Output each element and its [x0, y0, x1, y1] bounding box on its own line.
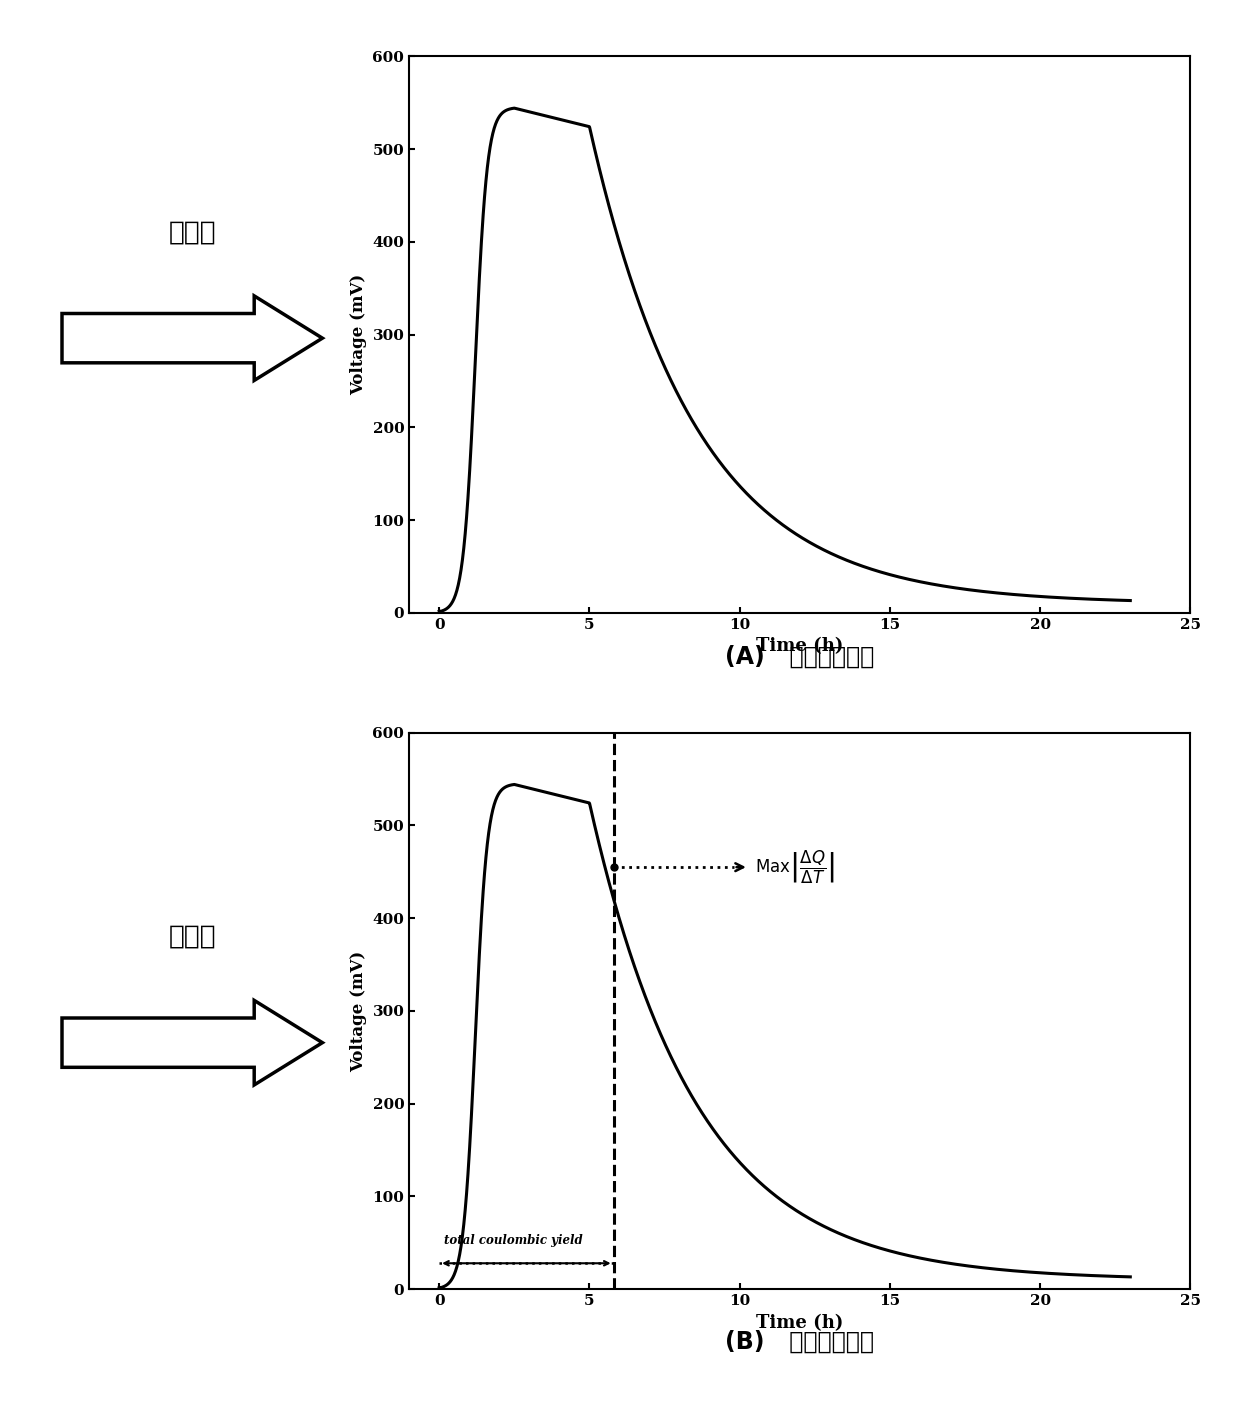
Text: (B)   新式电压采集: (B) 新式电压采集	[725, 1329, 874, 1354]
Text: (A)   常规电压采集: (A) 常规电压采集	[725, 644, 874, 669]
FancyArrow shape	[62, 296, 322, 380]
X-axis label: Time (h): Time (h)	[756, 1313, 843, 1332]
FancyArrow shape	[62, 1000, 322, 1085]
Y-axis label: Voltage (mV): Voltage (mV)	[350, 273, 367, 396]
Text: $\mathrm{Max}\left|\dfrac{\Delta Q}{\Delta T}\right|$: $\mathrm{Max}\left|\dfrac{\Delta Q}{\Del…	[755, 848, 835, 886]
X-axis label: Time (h): Time (h)	[756, 637, 843, 655]
Text: 电信号: 电信号	[169, 924, 216, 950]
Text: total coulombic yield: total coulombic yield	[444, 1233, 583, 1247]
Y-axis label: Voltage (mV): Voltage (mV)	[350, 950, 367, 1072]
Text: 电信号: 电信号	[169, 220, 216, 245]
